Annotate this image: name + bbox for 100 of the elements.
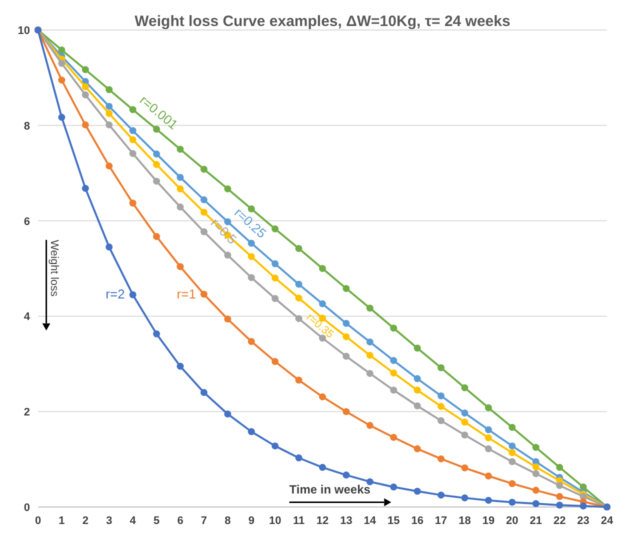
y-tick-label: 10 [18,25,30,37]
point [106,110,113,117]
point [556,493,564,500]
point [153,233,160,240]
y-tick-label: 2 [24,406,30,419]
point [248,253,255,260]
point [319,300,326,308]
y-tick-label: 4 [24,311,31,324]
point [200,208,208,216]
point [176,146,184,153]
point [224,252,232,259]
point [248,428,255,436]
point [438,417,445,424]
point [129,127,136,134]
point [508,442,516,450]
point [556,502,564,509]
point [532,463,540,470]
x-tick-label: 19 [482,515,495,527]
point [319,464,326,471]
point [461,384,468,392]
x-tick-label: 24 [600,515,614,527]
point [390,434,398,441]
point [106,121,113,128]
x-tick-label: 21 [530,515,542,527]
point [272,225,279,232]
point [461,494,468,502]
point [319,265,326,272]
point [82,184,89,192]
x-tick-label: 6 [177,515,184,527]
point [438,402,445,410]
chart-title: Weight loss Curve examples, ΔW=10Kg, τ= 24 weeks [134,13,510,30]
y-tick-label: 0 [24,502,30,514]
point [532,500,540,508]
point [438,392,445,400]
point [438,364,445,372]
point [532,444,540,451]
point [58,46,66,54]
point [556,464,564,471]
point [484,496,492,504]
point [224,316,232,323]
point [461,418,468,426]
x-tick-label: 18 [458,515,471,527]
x-tick-label: 5 [153,515,160,527]
point [390,324,398,332]
point [508,498,516,506]
point [272,295,279,302]
point [366,422,374,429]
point [129,150,136,158]
point [129,106,136,114]
x-tick-label: 7 [200,515,208,527]
point [176,203,184,210]
point [248,274,255,282]
x-tick-label: 11 [292,515,305,527]
x-tick-label: 12 [316,515,329,527]
point [484,404,492,412]
point [366,478,374,486]
point [508,449,516,456]
point [272,442,279,450]
point [224,185,232,192]
point [508,424,516,431]
point [58,60,66,67]
x-tick-label: 20 [506,515,518,527]
point [461,410,468,417]
point [295,294,302,302]
point [532,470,540,478]
x-tick-label: 0 [34,515,42,527]
point [129,291,136,298]
x-tick-label: 13 [340,515,352,527]
point [342,333,350,340]
point [556,482,564,490]
point [390,369,398,376]
point [484,426,492,434]
point [153,150,160,158]
point [200,228,208,236]
point [295,244,302,252]
point [200,166,208,173]
point [248,338,255,345]
point [390,483,398,490]
x-tick-label: 10 [268,515,282,527]
point [484,472,492,480]
point [176,185,184,192]
x-tick-label: 9 [248,515,254,527]
point [82,121,89,128]
point [580,502,587,510]
point [272,274,279,282]
point [200,290,208,298]
point [532,486,540,494]
series-label: r=2 [106,286,125,302]
x-tick-label: 1 [58,515,65,527]
x-tick-label: 14 [364,515,377,527]
point [414,402,421,410]
point [153,161,160,168]
point [176,362,184,370]
x-tick-label: 23 [577,515,590,527]
point [248,240,255,247]
point [461,431,468,438]
point [438,492,445,499]
point [295,280,302,288]
point [295,376,302,384]
x-tick-label: 2 [82,515,88,527]
